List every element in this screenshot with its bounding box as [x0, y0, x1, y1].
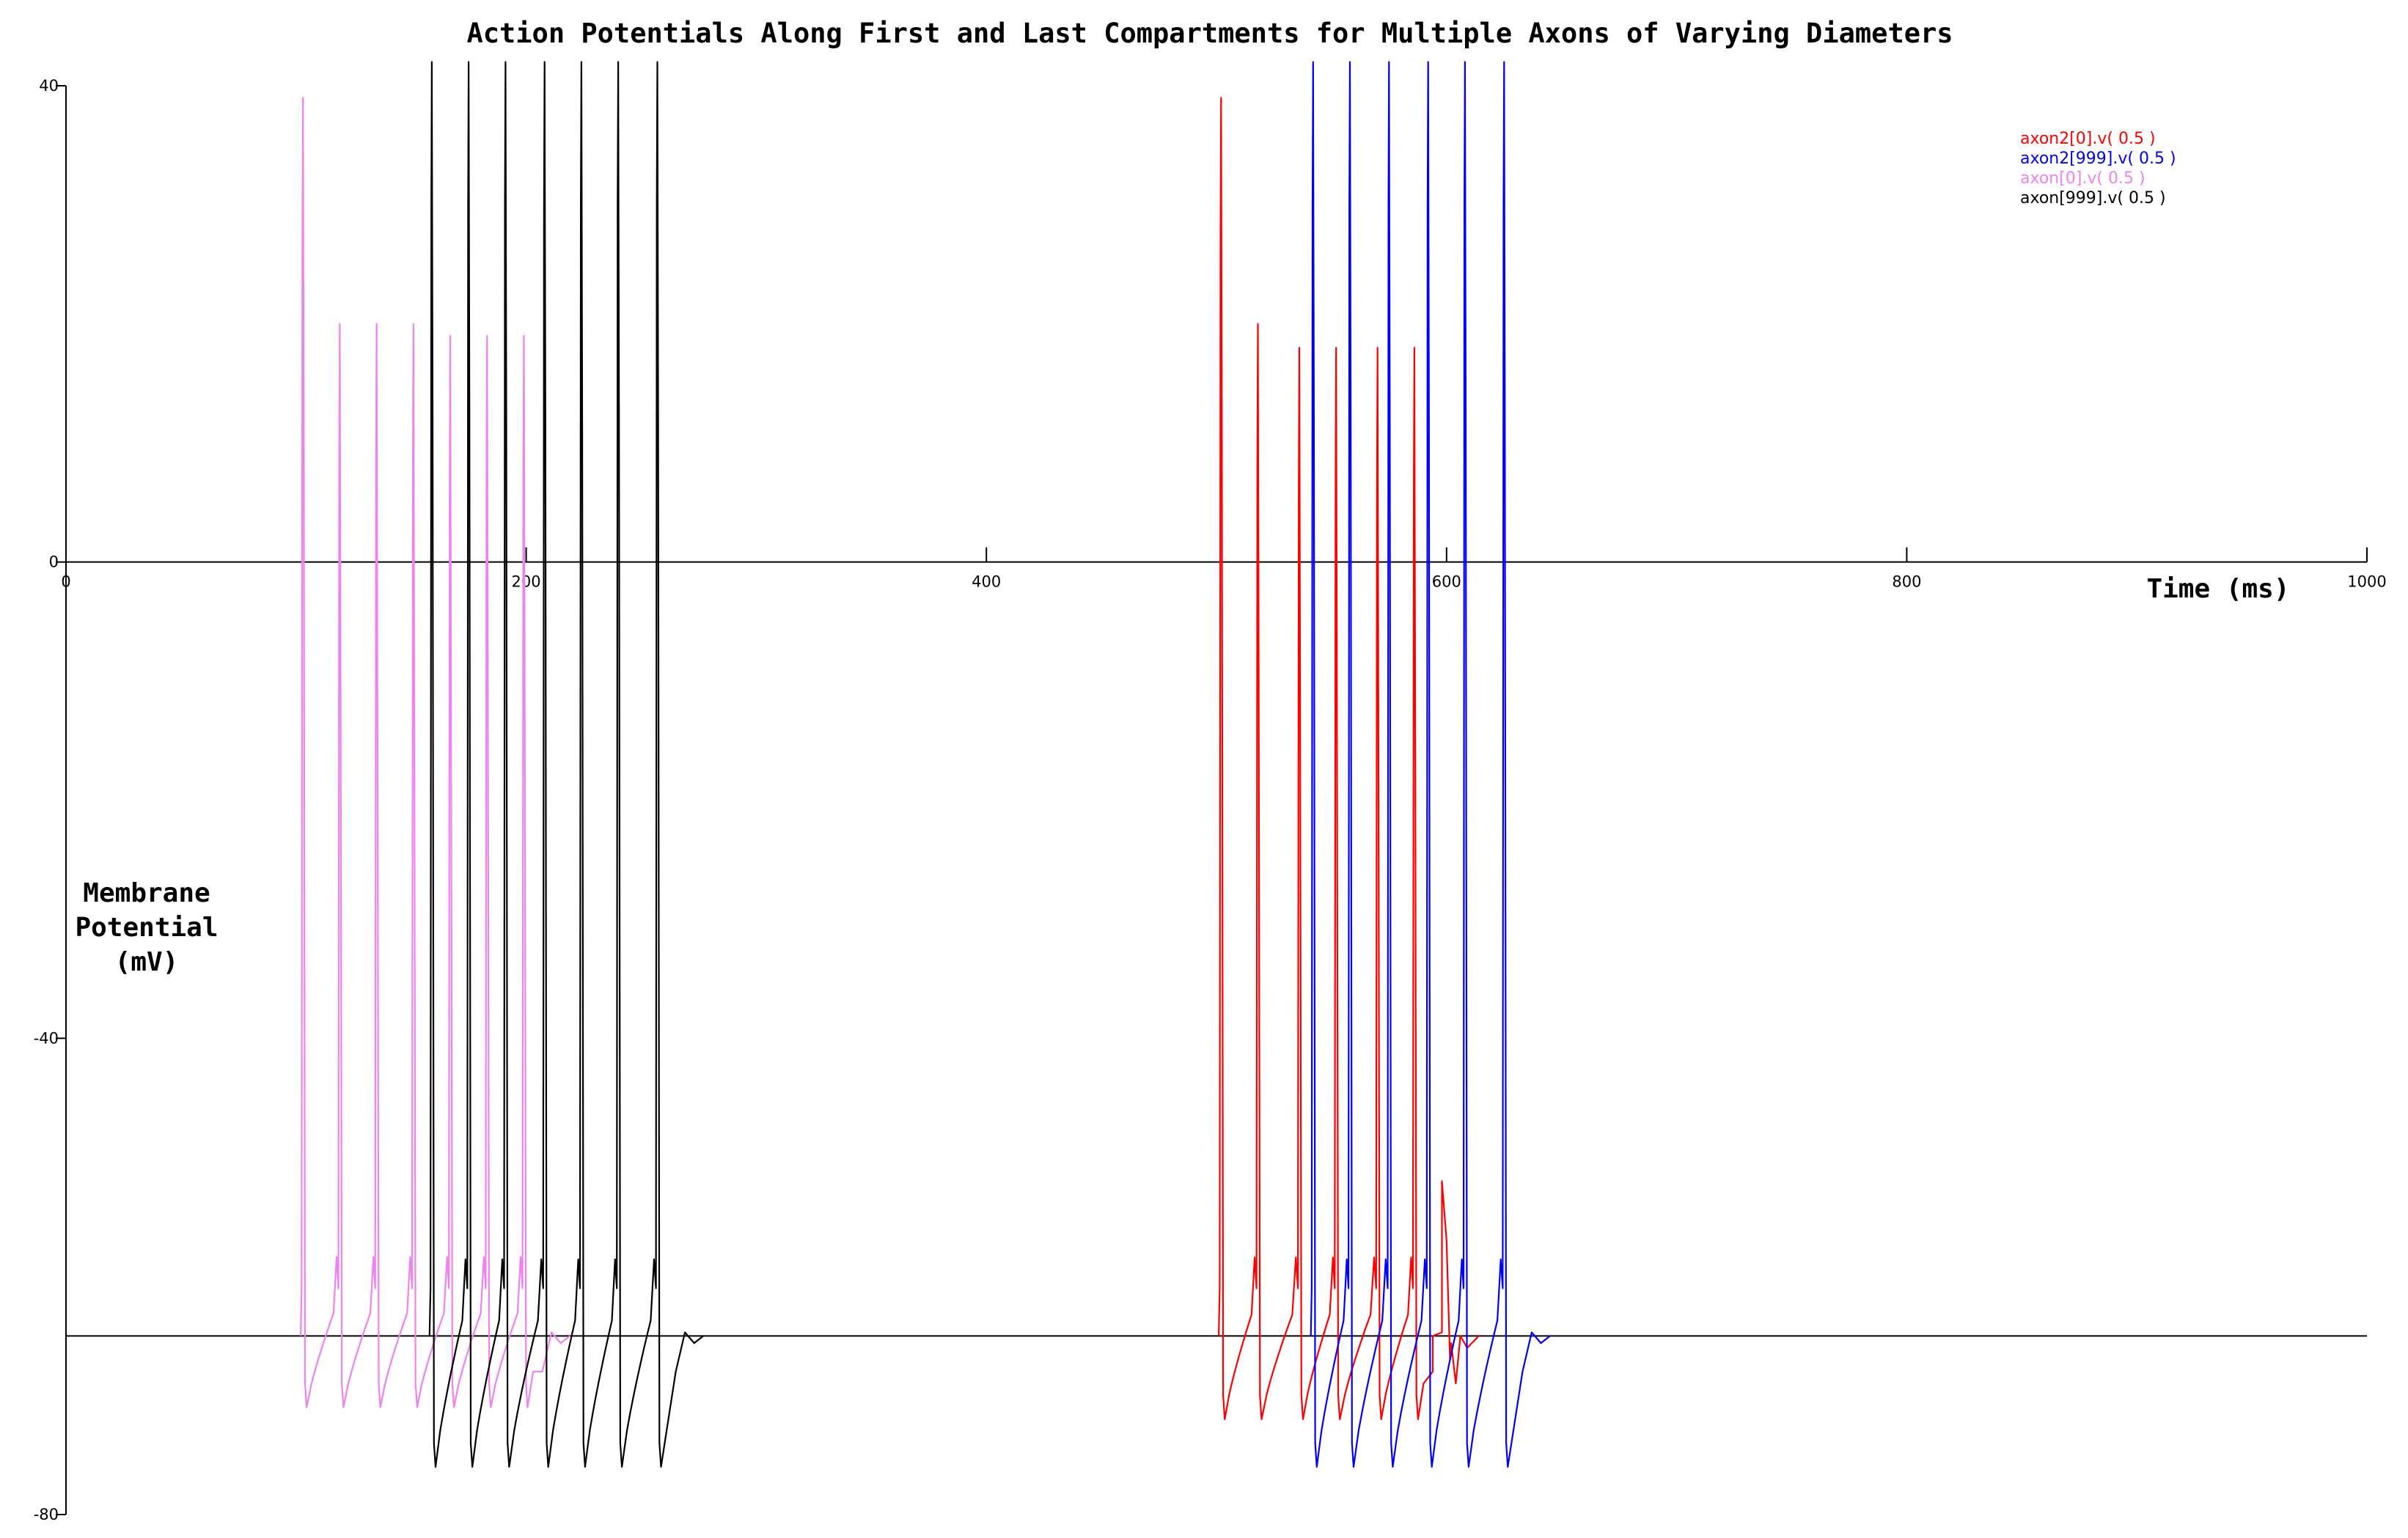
legend-entry-2: axon[0].v( 0.5 )	[2020, 169, 2145, 188]
y-axis-label-line-3: (mV)	[115, 947, 179, 977]
chart-title: Action Potentials Along First and Last C…	[466, 18, 1953, 49]
x-tick-label: 200	[512, 573, 541, 591]
x-tick-label: 800	[1892, 573, 1921, 591]
y-axis-label-line-2: Potential	[75, 913, 218, 943]
series-line-3	[428, 61, 704, 1468]
legend-entry-0: axon2[0].v( 0.5 )	[2020, 130, 2156, 148]
x-tick-label: 400	[972, 573, 1001, 591]
x-tick-label: 1000	[2347, 573, 2386, 591]
legend-entry-3: axon[999].v( 0.5 )	[2020, 189, 2166, 207]
legend-entry-1: axon2[999].v( 0.5 )	[2020, 150, 2176, 168]
x-axis-label: Time (ms)	[2146, 574, 2289, 604]
series-line-2	[300, 97, 570, 1408]
legend: axon2[0].v( 0.5 )axon2[999].v( 0.5 )axon…	[2020, 130, 2176, 207]
series-line-1	[1310, 61, 1551, 1468]
y-tick-label: 40	[39, 77, 59, 95]
y-axis-label-line-1: Membrane	[83, 878, 210, 908]
x-tick-label: 0	[61, 573, 70, 591]
y-tick-label: 0	[49, 553, 59, 571]
x-tick-label: 600	[1432, 573, 1461, 591]
series-line-0	[1218, 97, 1480, 1421]
y-tick-label: -40	[34, 1029, 59, 1047]
traces	[300, 61, 1551, 1468]
y-tick-label: -80	[34, 1506, 59, 1523]
